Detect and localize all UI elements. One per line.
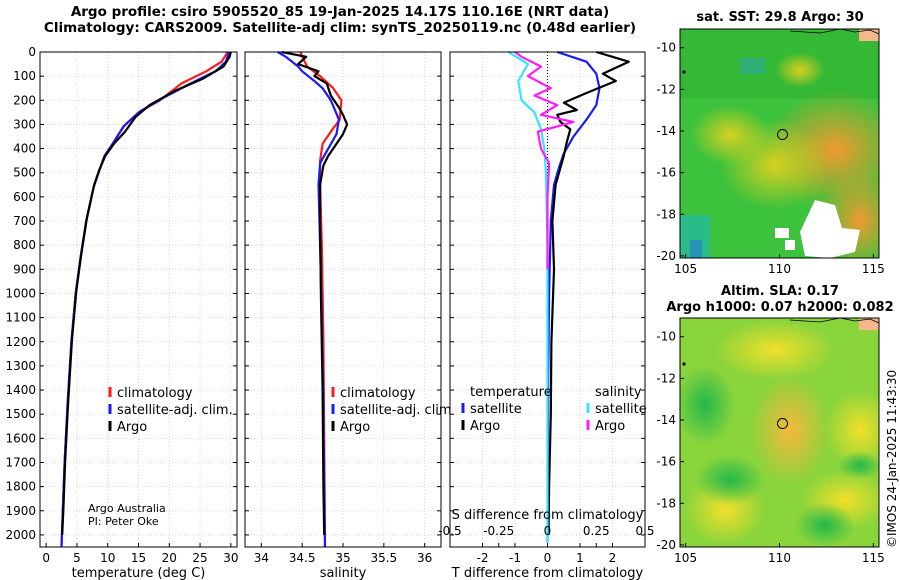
series-line-s-argo <box>514 51 575 270</box>
y-tick-label: 2000 <box>5 528 36 542</box>
series-line-s-satellite <box>507 51 549 543</box>
series-line-t-argo <box>547 50 630 535</box>
annotation-text: PI: Peter Oke <box>88 515 159 528</box>
x-axis-label: temperature (deg C) <box>72 566 206 580</box>
y-tick-label: 1500 <box>5 407 36 421</box>
map-x-tick-label: 115 <box>862 262 885 276</box>
legend-label-temperature: Argo <box>470 419 500 434</box>
x-tick-label: -1 <box>509 551 521 565</box>
imos-credit: ©IMOS 24-Jan-2025 11:43:30 <box>885 369 899 548</box>
x-tick-label: 5 <box>73 551 81 565</box>
map-y-tick-label: -20 <box>656 249 676 263</box>
map-y-tick-label: -14 <box>656 413 676 427</box>
y-tick-label: 500 <box>13 166 36 180</box>
x-axis-label: T difference from climatology <box>451 566 644 580</box>
y-tick-label: 1400 <box>5 383 36 397</box>
x-tick-label: 35.5 <box>370 551 397 565</box>
y-tick-label: 1700 <box>5 455 36 469</box>
x-tick-label: 34.5 <box>289 551 316 565</box>
figure-title-line1: Argo profile: csiro 5905520_85 19-Jan-20… <box>70 4 610 20</box>
x-tick-label: 2 <box>609 551 617 565</box>
y-tick-label: 200 <box>13 93 36 107</box>
sla-map: 105 110 115 -10 -12 -14 -16 -18 -20 <box>656 317 885 565</box>
legend-label: satellite-adj. clim. <box>117 403 233 418</box>
x-tick-label: 34 <box>254 551 269 565</box>
map-x-tick-label: 110 <box>768 551 791 565</box>
map-x-tick-label: 105 <box>674 551 697 565</box>
x-tick-label: 35 <box>335 551 350 565</box>
x-tick-label: 36 <box>417 551 432 565</box>
x-tick-label: -2 <box>477 551 489 565</box>
sla-map-title2: Argo h1000: 0.07 h2000: 0.082 <box>666 300 894 315</box>
legend-temperature-title: temperature <box>470 385 552 400</box>
y-tick-label: 800 <box>13 238 36 252</box>
y-tick-label: 1600 <box>5 431 36 445</box>
legend-label-salinity: Argo <box>595 419 625 434</box>
sla-argo-marker <box>777 418 789 430</box>
x2-tick-label: -0.25 <box>483 524 514 538</box>
map-x-tick-label: 105 <box>674 262 697 276</box>
x2-tick-label: 0 <box>544 524 552 538</box>
legend-salinity-title: salinity <box>595 385 642 400</box>
map-y-tick-label: -10 <box>656 330 676 344</box>
legend-label: Argo <box>117 420 147 435</box>
y-tick-label: 900 <box>13 262 36 276</box>
series-line-argo <box>61 51 232 535</box>
map-y-tick-label: -16 <box>656 455 676 469</box>
map-y-tick-label: -12 <box>656 371 676 385</box>
salinity-panel: 34 34.5 35 35.5 36 salinity climatology satelli… <box>244 50 456 580</box>
x-tick-label: 25 <box>192 551 207 565</box>
legend-label-salinity: satellite <box>595 402 647 417</box>
x-tick-label: 1 <box>576 551 584 565</box>
map-y-tick-label: -12 <box>656 82 676 96</box>
map-y-tick-label: -14 <box>656 124 676 138</box>
x-tick-label: 10 <box>100 551 115 565</box>
legend-label-temperature: satellite <box>470 402 522 417</box>
y-tick-label: 1300 <box>5 359 36 373</box>
map-y-tick-label: -18 <box>656 496 676 510</box>
annotation-text: Argo Australia <box>88 502 166 515</box>
x-tick-label: 15 <box>131 551 146 565</box>
x-tick-label: 20 <box>162 551 177 565</box>
y-tick-label: 400 <box>13 142 36 156</box>
map-y-tick-label: -18 <box>656 207 676 221</box>
y-tick-label: 1200 <box>5 335 36 349</box>
legend-label: climatology <box>117 386 193 401</box>
map-x-tick-label: 110 <box>768 262 791 276</box>
y-tick-label: 100 <box>13 69 36 83</box>
sst-argo-marker <box>777 129 789 141</box>
x-axis-label: salinity <box>320 566 367 580</box>
sst-map-title: sat. SST: 29.8 Argo: 30 <box>696 10 864 25</box>
map-x-tick-label: 115 <box>862 551 885 565</box>
sst-map: 105 110 115 -10 -12 -14 -16 -18 -20 <box>656 28 885 276</box>
legend-label: climatology <box>340 386 416 401</box>
sla-map-title1: Altim. SLA: 0.17 <box>721 284 839 299</box>
y-tick-label: 1100 <box>5 311 36 325</box>
map-y-tick-label: -16 <box>656 166 676 180</box>
map-y-tick-label: -20 <box>656 538 676 552</box>
legend-label: Argo <box>340 420 370 435</box>
map-y-tick-label: -10 <box>656 41 676 55</box>
x2-axis-label: S difference from climatology <box>452 508 644 523</box>
temperature-panel: 0100200300400500600700800900100011001200… <box>5 45 238 580</box>
y-tick-label: 0 <box>28 45 36 59</box>
x2-tick-label: 0.25 <box>583 524 610 538</box>
plot-area <box>40 52 237 547</box>
y-tick-label: 300 <box>13 117 36 131</box>
y-tick-label: 700 <box>13 214 36 228</box>
x-tick-label: 0 <box>544 551 552 565</box>
x-tick-label: 30 <box>223 551 238 565</box>
x-tick-label: 0 <box>42 551 50 565</box>
difference-panel: -2 -1 0 1 2T difference from climatology -0.5… <box>438 50 655 580</box>
figure-title-line2: Climatology: CARS2009. Satellite-adj cli… <box>43 20 637 36</box>
y-tick-label: 1800 <box>5 480 36 494</box>
legend-label: satellite-adj. clim. <box>340 403 456 418</box>
x2-tick-label: -0.5 <box>438 524 461 538</box>
x2-tick-label: 0.5 <box>635 524 654 538</box>
y-tick-label: 1000 <box>5 286 36 300</box>
series-line-argo <box>281 50 349 535</box>
y-tick-label: 1900 <box>5 504 36 518</box>
y-tick-label: 600 <box>13 190 36 204</box>
